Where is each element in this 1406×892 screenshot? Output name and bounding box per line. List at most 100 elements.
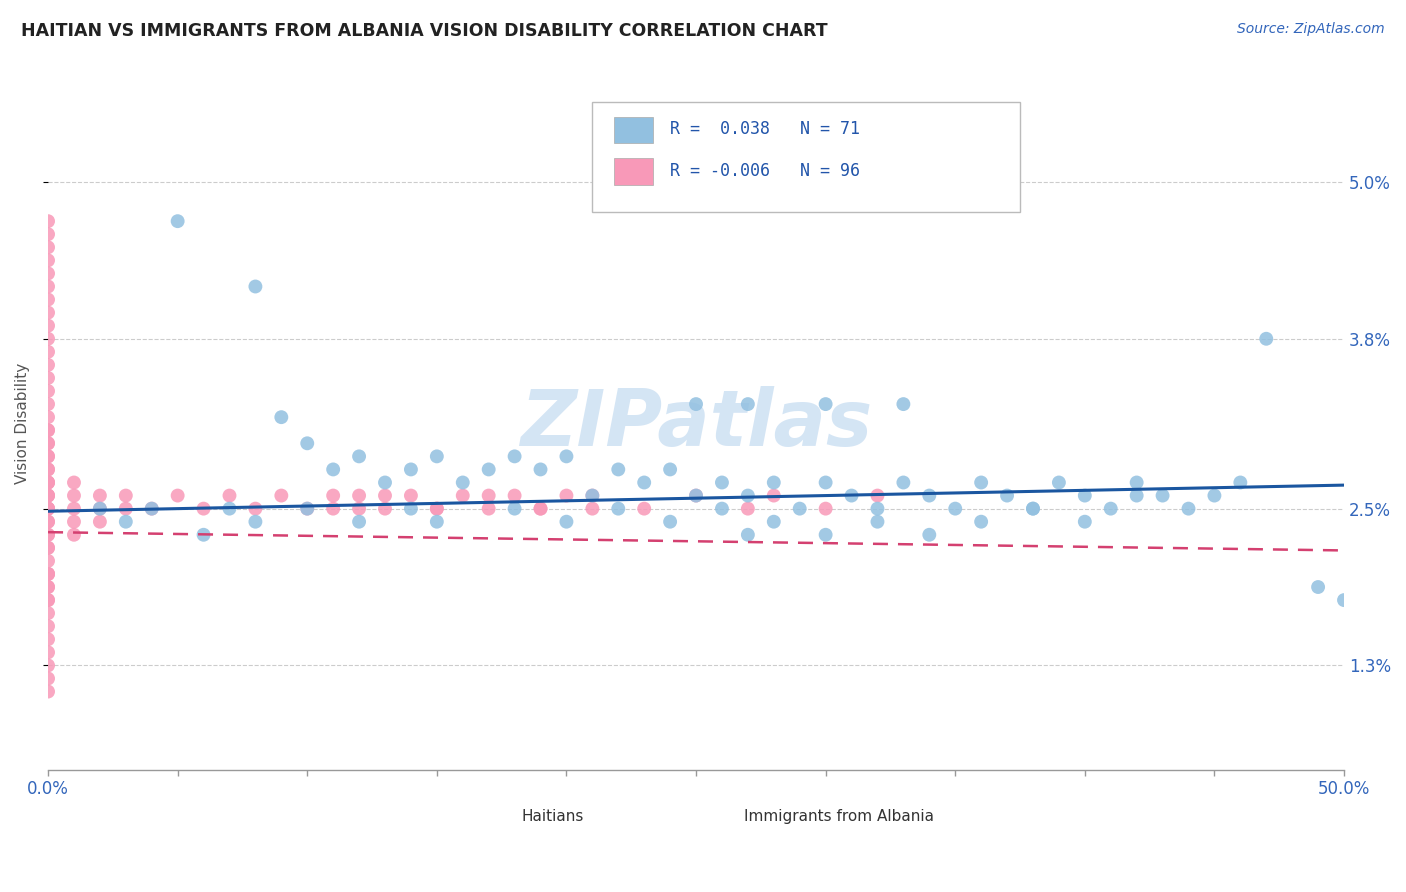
Point bbox=[918, 489, 941, 503]
Point bbox=[347, 450, 370, 464]
Point bbox=[918, 528, 941, 542]
Point bbox=[555, 515, 578, 529]
Point bbox=[503, 501, 526, 516]
Point bbox=[218, 489, 240, 503]
Point bbox=[1152, 489, 1174, 503]
Point bbox=[37, 501, 59, 516]
Point bbox=[762, 489, 785, 503]
Point bbox=[581, 489, 603, 503]
Point bbox=[37, 489, 59, 503]
Point bbox=[37, 293, 59, 307]
Point bbox=[1204, 489, 1226, 503]
Point bbox=[37, 253, 59, 268]
Point bbox=[37, 593, 59, 607]
Point bbox=[1333, 593, 1355, 607]
Point bbox=[37, 658, 59, 673]
Point bbox=[37, 606, 59, 620]
Point bbox=[1229, 475, 1251, 490]
Point bbox=[866, 501, 889, 516]
Point bbox=[426, 515, 449, 529]
Point bbox=[347, 515, 370, 529]
Point bbox=[374, 475, 396, 490]
Point bbox=[270, 410, 292, 425]
Point bbox=[710, 475, 733, 490]
Point bbox=[503, 450, 526, 464]
Point bbox=[399, 462, 422, 476]
Point bbox=[37, 580, 59, 594]
Point bbox=[89, 515, 111, 529]
Point bbox=[866, 515, 889, 529]
Point bbox=[374, 501, 396, 516]
Point bbox=[737, 528, 759, 542]
Point bbox=[37, 475, 59, 490]
Point bbox=[347, 489, 370, 503]
Point bbox=[63, 515, 86, 529]
Point bbox=[37, 619, 59, 633]
Point bbox=[63, 489, 86, 503]
Point bbox=[37, 371, 59, 385]
Point bbox=[1099, 501, 1122, 516]
Point bbox=[995, 489, 1018, 503]
Point bbox=[555, 489, 578, 503]
Point bbox=[37, 332, 59, 346]
FancyBboxPatch shape bbox=[614, 117, 654, 144]
Point bbox=[166, 489, 188, 503]
Point bbox=[1306, 580, 1329, 594]
Point bbox=[633, 501, 655, 516]
Point bbox=[893, 475, 915, 490]
Point bbox=[37, 501, 59, 516]
Point bbox=[37, 279, 59, 293]
Point bbox=[37, 450, 59, 464]
Point bbox=[710, 501, 733, 516]
Point bbox=[451, 489, 474, 503]
Point bbox=[814, 528, 837, 542]
Point bbox=[245, 501, 267, 516]
Point bbox=[1074, 515, 1097, 529]
Point bbox=[426, 501, 449, 516]
Point bbox=[659, 515, 682, 529]
Point bbox=[193, 501, 215, 516]
Point bbox=[814, 397, 837, 411]
Point bbox=[478, 462, 501, 476]
Text: ZIPatlas: ZIPatlas bbox=[520, 385, 872, 462]
Point bbox=[37, 436, 59, 450]
Point bbox=[37, 541, 59, 555]
Point bbox=[347, 501, 370, 516]
Point bbox=[841, 489, 863, 503]
Point bbox=[685, 489, 707, 503]
Point bbox=[37, 423, 59, 437]
Point bbox=[37, 410, 59, 425]
Point bbox=[37, 489, 59, 503]
Point bbox=[63, 501, 86, 516]
Point bbox=[1256, 332, 1278, 346]
Point bbox=[1074, 489, 1097, 503]
Point bbox=[1125, 475, 1147, 490]
Point bbox=[37, 305, 59, 319]
Text: Haitians: Haitians bbox=[522, 809, 583, 824]
Point bbox=[37, 501, 59, 516]
Point bbox=[37, 501, 59, 516]
Point bbox=[737, 489, 759, 503]
Point bbox=[37, 645, 59, 659]
Point bbox=[37, 397, 59, 411]
FancyBboxPatch shape bbox=[475, 806, 512, 828]
Point bbox=[970, 515, 993, 529]
Point bbox=[114, 501, 136, 516]
Point bbox=[141, 501, 163, 516]
Point bbox=[322, 462, 344, 476]
Point bbox=[37, 318, 59, 333]
Point bbox=[37, 541, 59, 555]
Point bbox=[89, 501, 111, 516]
Point bbox=[37, 684, 59, 698]
Point bbox=[37, 554, 59, 568]
Point bbox=[374, 489, 396, 503]
Text: R =  0.038   N = 71: R = 0.038 N = 71 bbox=[671, 120, 860, 138]
Point bbox=[89, 489, 111, 503]
Point bbox=[37, 462, 59, 476]
Point bbox=[426, 501, 449, 516]
Point bbox=[37, 566, 59, 581]
Point bbox=[1022, 501, 1045, 516]
Point bbox=[270, 489, 292, 503]
Point bbox=[685, 489, 707, 503]
Point bbox=[297, 501, 319, 516]
